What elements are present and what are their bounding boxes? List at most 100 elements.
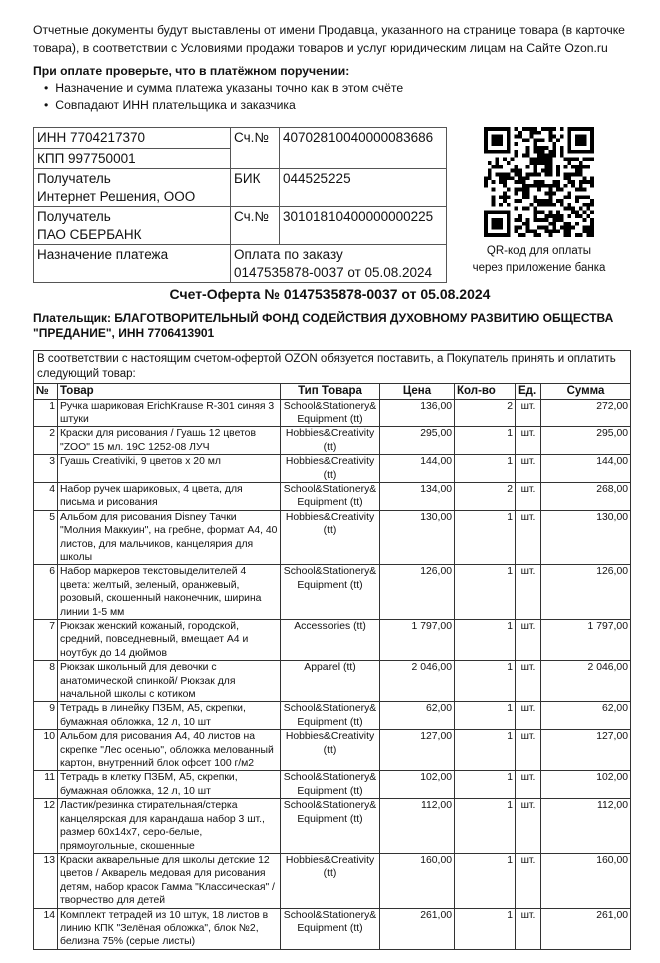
bank-details-table: ИНН 7704217370 Сч.№ 40702810040000083686… (33, 127, 447, 283)
product-name: Краски для рисования / Гуашь 12 цветов "… (57, 426, 281, 456)
col-header: Товар (57, 383, 281, 400)
amount: 261,00 (540, 907, 631, 950)
table-row: 7 Рюкзак женский кожаный, городской, сред… (33, 618, 631, 662)
table-row: 12 Ластик/резинка стирательная/стерка кан… (33, 798, 631, 854)
unit: шт. (515, 729, 541, 772)
unit: шт. (515, 426, 541, 456)
check-item: Назначение и сумма платежа указаны точно… (44, 80, 403, 97)
unit: шт. (515, 618, 541, 662)
quantity: 1 (454, 509, 516, 566)
amount: 144,00 (540, 454, 631, 483)
row-number: 11 (33, 770, 58, 800)
row-number: 14 (33, 907, 58, 950)
amount: 112,00 (540, 798, 631, 854)
product-type: Accessories (tt) (280, 618, 380, 662)
corr-account: 30101810400000000225 (279, 206, 447, 245)
amount: 130,00 (540, 509, 631, 566)
bik-label: БИК (230, 168, 280, 207)
unit: шт. (515, 454, 541, 483)
recipient: Получатель Интернет Решения, ООО (33, 168, 231, 207)
product-name: Комплект тетрадей из 10 штук, 18 листов … (57, 907, 281, 950)
product-type: School&Stationery& Equipment (tt) (280, 907, 380, 950)
row-number: 9 (33, 701, 58, 731)
amount: 272,00 (540, 398, 631, 428)
bik: 044525225 (279, 168, 447, 207)
product-type: Hobbies&Creativity (tt) (280, 729, 380, 772)
unit: шт. (515, 852, 541, 909)
purpose-line: Оплата по заказу (234, 247, 343, 262)
product-name: Ручка шариковая ErichKrause R-301 синяя … (57, 398, 281, 428)
corr-account-label: Сч.№ (230, 206, 280, 245)
quantity: 1 (454, 798, 516, 854)
purpose: Оплата по заказу 0147535878-0037 от 05.08… (230, 244, 447, 283)
row-number: 10 (33, 729, 58, 772)
row-number: 7 (33, 618, 58, 662)
recipient-name: Интернет Решения, ООО (37, 188, 196, 204)
price: 261,00 (379, 907, 455, 950)
amount: 62,00 (540, 701, 631, 731)
document-title: Счет-Оферта № 0147535878-0037 от 05.08.2… (169, 286, 491, 302)
product-name: Альбом для рисования А4, 40 листов на ск… (57, 729, 281, 772)
table-row: 3 Гуашь Creativiki, 9 цветов х 20 мл Hobbi… (33, 454, 631, 483)
col-header: Сумма (540, 383, 631, 400)
row-number: 4 (33, 481, 58, 511)
product-name: Тетрадь в линейку ПЗБМ, А5, скрепки, бум… (57, 701, 281, 731)
product-name: Набор маркеров текстовыделителей 4 цвета… (57, 564, 281, 620)
table-row: 5 Альбом для рисования Disney Тачки "Молн… (33, 509, 631, 566)
product-type: Hobbies&Creativity (tt) (280, 509, 380, 566)
unit: шт. (515, 770, 541, 800)
unit: шт. (515, 907, 541, 950)
price: 144,00 (379, 454, 455, 483)
table-row: 14 Комплект тетрадей из 10 штук, 18 листо… (33, 907, 631, 950)
product-name: Рюкзак женский кожаный, городской, средн… (57, 618, 281, 662)
product-name: Ластик/резинка стирательная/стерка канце… (57, 798, 281, 854)
row-number: 2 (33, 426, 58, 456)
product-type: Hobbies&Creativity (tt) (280, 426, 380, 456)
quantity: 1 (454, 852, 516, 909)
product-type: School&Stationery& Equipment (tt) (280, 701, 380, 731)
price: 1 797,00 (379, 618, 455, 662)
product-name: Гуашь Creativiki, 9 цветов х 20 мл (57, 454, 281, 483)
unit: шт. (515, 701, 541, 731)
row-number: 13 (33, 852, 58, 909)
product-type: School&Stationery& Equipment (tt) (280, 798, 380, 854)
quantity: 1 (454, 907, 516, 950)
price: 130,00 (379, 509, 455, 566)
check-title: При оплате проверьте, что в платёжном по… (33, 64, 350, 78)
product-name: Краски акварельные для школы детские 12 … (57, 852, 281, 909)
table-row: 4 Набор ручек шариковых, 4 цвета, для пис… (33, 481, 631, 511)
col-header: Цена (379, 383, 455, 400)
product-name: Рюкзак школьный для девочки с анатомичес… (57, 660, 281, 703)
qr-caption-line: QR-код для оплаты (486, 245, 592, 257)
payer: Плательщик: БЛАГОТВОРИТЕЛЬНЫЙ ФОНД СОДЕЙ… (33, 311, 614, 340)
qr-caption: QR-код для оплаты через приложение банка (466, 243, 612, 277)
unit: шт. (515, 398, 541, 428)
amount: 102,00 (540, 770, 631, 800)
row-number: 12 (33, 798, 58, 854)
quantity: 1 (454, 618, 516, 662)
table-row: 1 Ручка шариковая ErichKrause R-301 синяя… (33, 398, 631, 428)
product-type: School&Stationery& Equipment (tt) (280, 770, 380, 800)
quantity: 1 (454, 770, 516, 800)
inn: ИНН 7704217370 (33, 127, 231, 149)
product-name: Тетрадь в клетку ПЗБМ, А5, скрепки, бума… (57, 770, 281, 800)
amount: 1 797,00 (540, 618, 631, 662)
price: 62,00 (379, 701, 455, 731)
price: 102,00 (379, 770, 455, 800)
quantity: 1 (454, 729, 516, 772)
col-header: Тип Товара (280, 383, 380, 400)
table-row: 6 Набор маркеров текстовыделителей 4 цвет… (33, 564, 631, 620)
purpose-line: 0147535878-0037 от 05.08.2024 (234, 264, 433, 280)
unit: шт. (515, 798, 541, 854)
quantity: 1 (454, 454, 516, 483)
quantity: 1 (454, 426, 516, 456)
items-intro: В соответствии с настоящим счетом-оферто… (33, 350, 631, 384)
price: 112,00 (379, 798, 455, 854)
quantity: 2 (454, 398, 516, 428)
row-number: 6 (33, 564, 58, 620)
account-number: 40702810040000083686 (279, 127, 447, 169)
table-row: 10 Альбом для рисования А4, 40 листов на … (33, 729, 631, 772)
amount: 295,00 (540, 426, 631, 456)
check-item: Совпадают ИНН плательщика и заказчика (44, 97, 403, 114)
intro-text: Отчетные документы будут выставлены от и… (33, 23, 625, 55)
